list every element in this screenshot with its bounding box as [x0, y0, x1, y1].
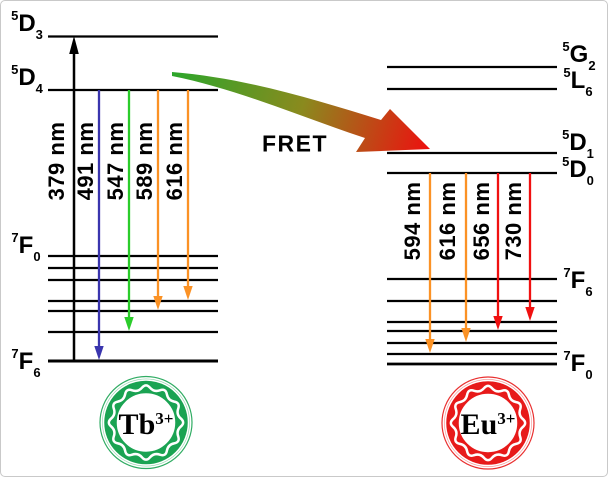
donor-outer-faint-ring-icon — [102, 378, 190, 467]
donor-emission-arrows — [94, 90, 193, 360]
acceptor-outer-thin-ring-icon — [441, 376, 535, 470]
acceptor-level-lines — [387, 65, 557, 366]
wavelength-label-491nm: 491 nm — [73, 121, 98, 201]
acceptor-ring-wave-pattern-icon — [449, 384, 527, 462]
fret-transfer-arrow-icon — [172, 72, 430, 152]
level-label-eu-5L6: 5L6 — [563, 65, 593, 99]
level-label-tb-5D4: 5D4 — [11, 62, 43, 96]
emission-arrowhead-730-icon — [525, 307, 535, 321]
acceptor-outer-faint-ring-icon — [444, 379, 532, 467]
level-label-eu-5G2: 5G2 — [562, 39, 596, 73]
fret-label: FRET — [261, 130, 329, 157]
wavelength-label-547nm: 547 nm — [103, 121, 128, 201]
acceptor-ion-label: Eu3+ — [460, 408, 516, 441]
donor-level-lines — [48, 35, 218, 363]
emission-arrowhead-eu616-icon — [461, 328, 471, 342]
level-label-eu-5D1: 5D1 — [562, 127, 594, 161]
wavelength-label-379nm: 379 nm — [44, 121, 69, 201]
emission-arrowhead-491-icon — [94, 346, 104, 360]
level-label-eu-7F6: 7F6 — [563, 265, 593, 299]
donor-ion-ring — [99, 375, 193, 470]
level-label-tb-7F6: 7F6 — [11, 346, 41, 380]
level-label-tb-7F0: 7F0 — [11, 230, 41, 264]
wavelength-label-616nm: 616 nm — [162, 121, 187, 201]
wavelength-label-589nm: 589 nm — [132, 121, 157, 201]
acceptor-emission-arrows — [425, 173, 535, 353]
donor-ring-wave-pattern-icon — [107, 384, 185, 461]
level-label-eu-5D0: 5D0 — [562, 154, 594, 188]
wavelength-label-594nm: 594 nm — [400, 181, 425, 261]
wavelength-label-730nm: 730 nm — [501, 181, 526, 261]
level-label-tb-5D3: 5D3 — [11, 8, 43, 42]
emission-arrowhead-656-icon — [493, 316, 503, 330]
acceptor-thick-ring-icon — [446, 381, 530, 465]
emission-arrowhead-589-icon — [153, 296, 163, 310]
level-label-eu-7F0: 7F0 — [563, 348, 593, 382]
acceptor-ion-ring — [441, 376, 535, 470]
wavelength-label-656nm: 656 nm — [469, 181, 494, 261]
emission-arrowhead-616-icon — [183, 286, 193, 300]
wavelength-label-eu616nm: 616 nm — [435, 181, 460, 261]
excitation-arrow-379nm — [69, 36, 79, 361]
donor-ion-label: Tb3+ — [118, 408, 174, 441]
emission-arrowhead-594-icon — [425, 339, 435, 353]
donor-thick-ring-icon — [104, 380, 188, 465]
excitation-arrowhead-icon — [69, 36, 79, 54]
emission-arrowhead-547-icon — [124, 317, 134, 331]
donor-outer-thin-ring-icon — [99, 375, 193, 470]
